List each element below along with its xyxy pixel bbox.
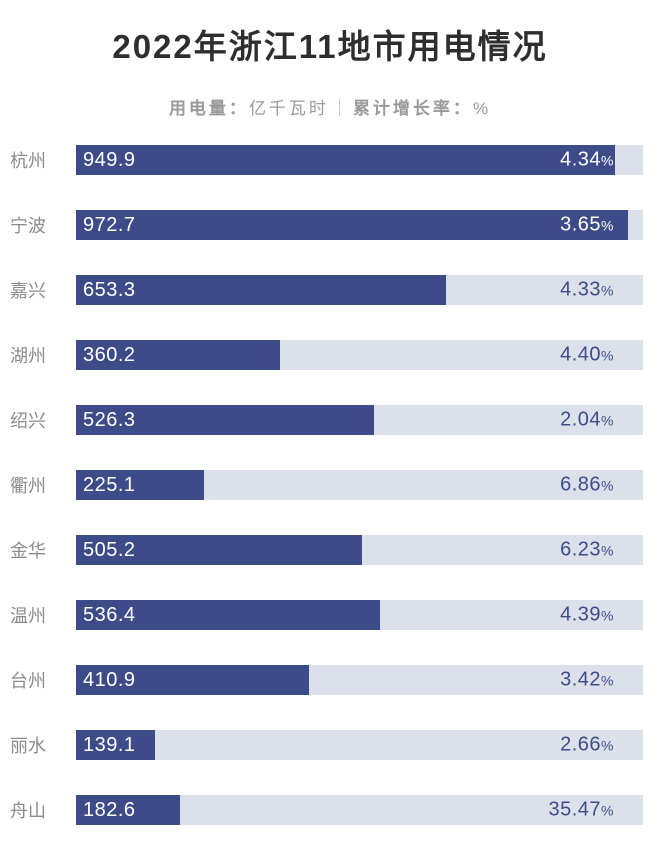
- percent-sign: %: [601, 672, 614, 689]
- chart-row: 舟山 182.6 35.47%: [0, 795, 660, 825]
- chart-row: 衢州 225.1 6.86%: [0, 470, 660, 500]
- category-label: 杭州: [10, 151, 46, 171]
- growth-rate-label: 6.86%: [560, 474, 614, 497]
- chart-row: 绍兴 526.3 2.04%: [0, 405, 660, 435]
- percent-value: 2.04: [560, 408, 602, 431]
- chart-row: 台州 410.9 3.42%: [0, 665, 660, 695]
- growth-rate-label: 2.04%: [560, 409, 614, 432]
- bar-value-label: 182.6: [83, 798, 136, 821]
- percent-value: 4.39: [560, 603, 602, 626]
- percent-value: 6.86: [560, 473, 602, 496]
- chart-subtitle: 用电量：亿千瓦时｜累计增长率：%: [0, 94, 660, 119]
- bar: 536.4: [76, 600, 381, 630]
- percent-sign: %: [601, 152, 614, 169]
- bar-track: 360.2 4.40%: [76, 340, 643, 370]
- bar-value-label: 536.4: [83, 603, 136, 626]
- bar-value-label: 653.3: [83, 278, 136, 301]
- growth-rate-label: 4.40%: [560, 344, 614, 367]
- bar-track: 225.1 6.86%: [76, 470, 643, 500]
- bar: 653.3: [76, 275, 447, 305]
- growth-rate-label: 4.34%: [560, 149, 614, 172]
- chart-header: 2022年浙江11地市用电情况 用电量：亿千瓦时｜累计增长率：%: [0, 0, 660, 119]
- bar-value-label: 949.9: [83, 148, 136, 171]
- percent-value: 3.65: [560, 213, 602, 236]
- percent-value: 4.40: [560, 343, 602, 366]
- percent-sign: %: [601, 802, 614, 819]
- bar-track: 536.4 4.39%: [76, 600, 643, 630]
- bar-value-label: 526.3: [83, 408, 136, 431]
- bar: 949.9: [76, 145, 615, 175]
- category-label: 台州: [10, 671, 46, 691]
- category-label: 丽水: [10, 736, 46, 756]
- growth-unit-value: %: [472, 99, 492, 118]
- bar-track: 972.7 3.65%: [76, 210, 643, 240]
- category-label: 湖州: [10, 346, 46, 366]
- bar-track: 182.6 35.47%: [76, 795, 643, 825]
- chart-row: 杭州 949.9 4.34%: [0, 145, 660, 175]
- bar-track: 949.9 4.34%: [76, 145, 643, 175]
- bar-track: 653.3 4.33%: [76, 275, 643, 305]
- percent-value: 6.23: [560, 538, 602, 561]
- category-label: 舟山: [10, 801, 46, 821]
- bar: 182.6: [76, 795, 180, 825]
- chart-row: 湖州 360.2 4.40%: [0, 340, 660, 370]
- percent-sign: %: [601, 217, 614, 234]
- chart-title: 2022年浙江11地市用电情况: [112, 28, 548, 65]
- bar-value-label: 360.2: [83, 343, 136, 366]
- category-label: 宁波: [10, 216, 46, 236]
- category-label: 嘉兴: [10, 281, 46, 301]
- percent-value: 35.47: [548, 798, 602, 821]
- bar-track: 505.2 6.23%: [76, 535, 643, 565]
- category-label: 绍兴: [10, 411, 46, 431]
- growth-rate-label: 3.42%: [560, 669, 614, 692]
- usage-unit-value: 亿千瓦时: [248, 99, 329, 118]
- percent-value: 3.42: [560, 668, 602, 691]
- chart-row: 丽水 139.1 2.66%: [0, 730, 660, 760]
- bar: 360.2: [76, 340, 281, 370]
- percent-sign: %: [601, 412, 614, 429]
- bar-value-label: 225.1: [83, 473, 136, 496]
- category-label: 金华: [10, 541, 46, 561]
- subtitle-divider: ｜: [330, 99, 351, 118]
- category-label: 衢州: [10, 476, 46, 496]
- bar-value-label: 505.2: [83, 538, 136, 561]
- usage-unit-label: 用电量：: [168, 99, 249, 118]
- growth-rate-label: 2.66%: [560, 734, 614, 757]
- percent-sign: %: [601, 542, 614, 559]
- chart-rows: 杭州 949.9 4.34% 宁波 972.7 3.65% 嘉兴 653.3 4…: [0, 145, 660, 860]
- bar: 410.9: [76, 665, 309, 695]
- percent-sign: %: [601, 607, 614, 624]
- percent-value: 4.34: [560, 148, 602, 171]
- percent-sign: %: [601, 347, 614, 364]
- chart-row: 宁波 972.7 3.65%: [0, 210, 660, 240]
- growth-rate-label: 6.23%: [560, 539, 614, 562]
- bar-value-label: 410.9: [83, 668, 136, 691]
- bar-value-label: 139.1: [83, 733, 136, 756]
- bar-value-label: 972.7: [83, 213, 136, 236]
- percent-value: 4.33: [560, 278, 602, 301]
- bar: 526.3: [76, 405, 375, 435]
- bar: 505.2: [76, 535, 363, 565]
- bar: 972.7: [76, 210, 628, 240]
- bar-track: 410.9 3.42%: [76, 665, 643, 695]
- growth-rate-label: 4.33%: [560, 279, 614, 302]
- growth-unit-label: 累计增长率：: [352, 99, 473, 118]
- percent-value: 2.66: [560, 733, 602, 756]
- bar: 225.1: [76, 470, 204, 500]
- bar-track: 139.1 2.66%: [76, 730, 643, 760]
- percent-sign: %: [601, 477, 614, 494]
- bar: 139.1: [76, 730, 155, 760]
- chart-row: 温州 536.4 4.39%: [0, 600, 660, 630]
- percent-sign: %: [601, 282, 614, 299]
- category-label: 温州: [10, 606, 46, 626]
- growth-rate-label: 4.39%: [560, 604, 614, 627]
- percent-sign: %: [601, 737, 614, 754]
- growth-rate-label: 3.65%: [560, 214, 614, 237]
- chart-row: 金华 505.2 6.23%: [0, 535, 660, 565]
- bar-track: 526.3 2.04%: [76, 405, 643, 435]
- chart-row: 嘉兴 653.3 4.33%: [0, 275, 660, 305]
- growth-rate-label: 35.47%: [548, 799, 614, 822]
